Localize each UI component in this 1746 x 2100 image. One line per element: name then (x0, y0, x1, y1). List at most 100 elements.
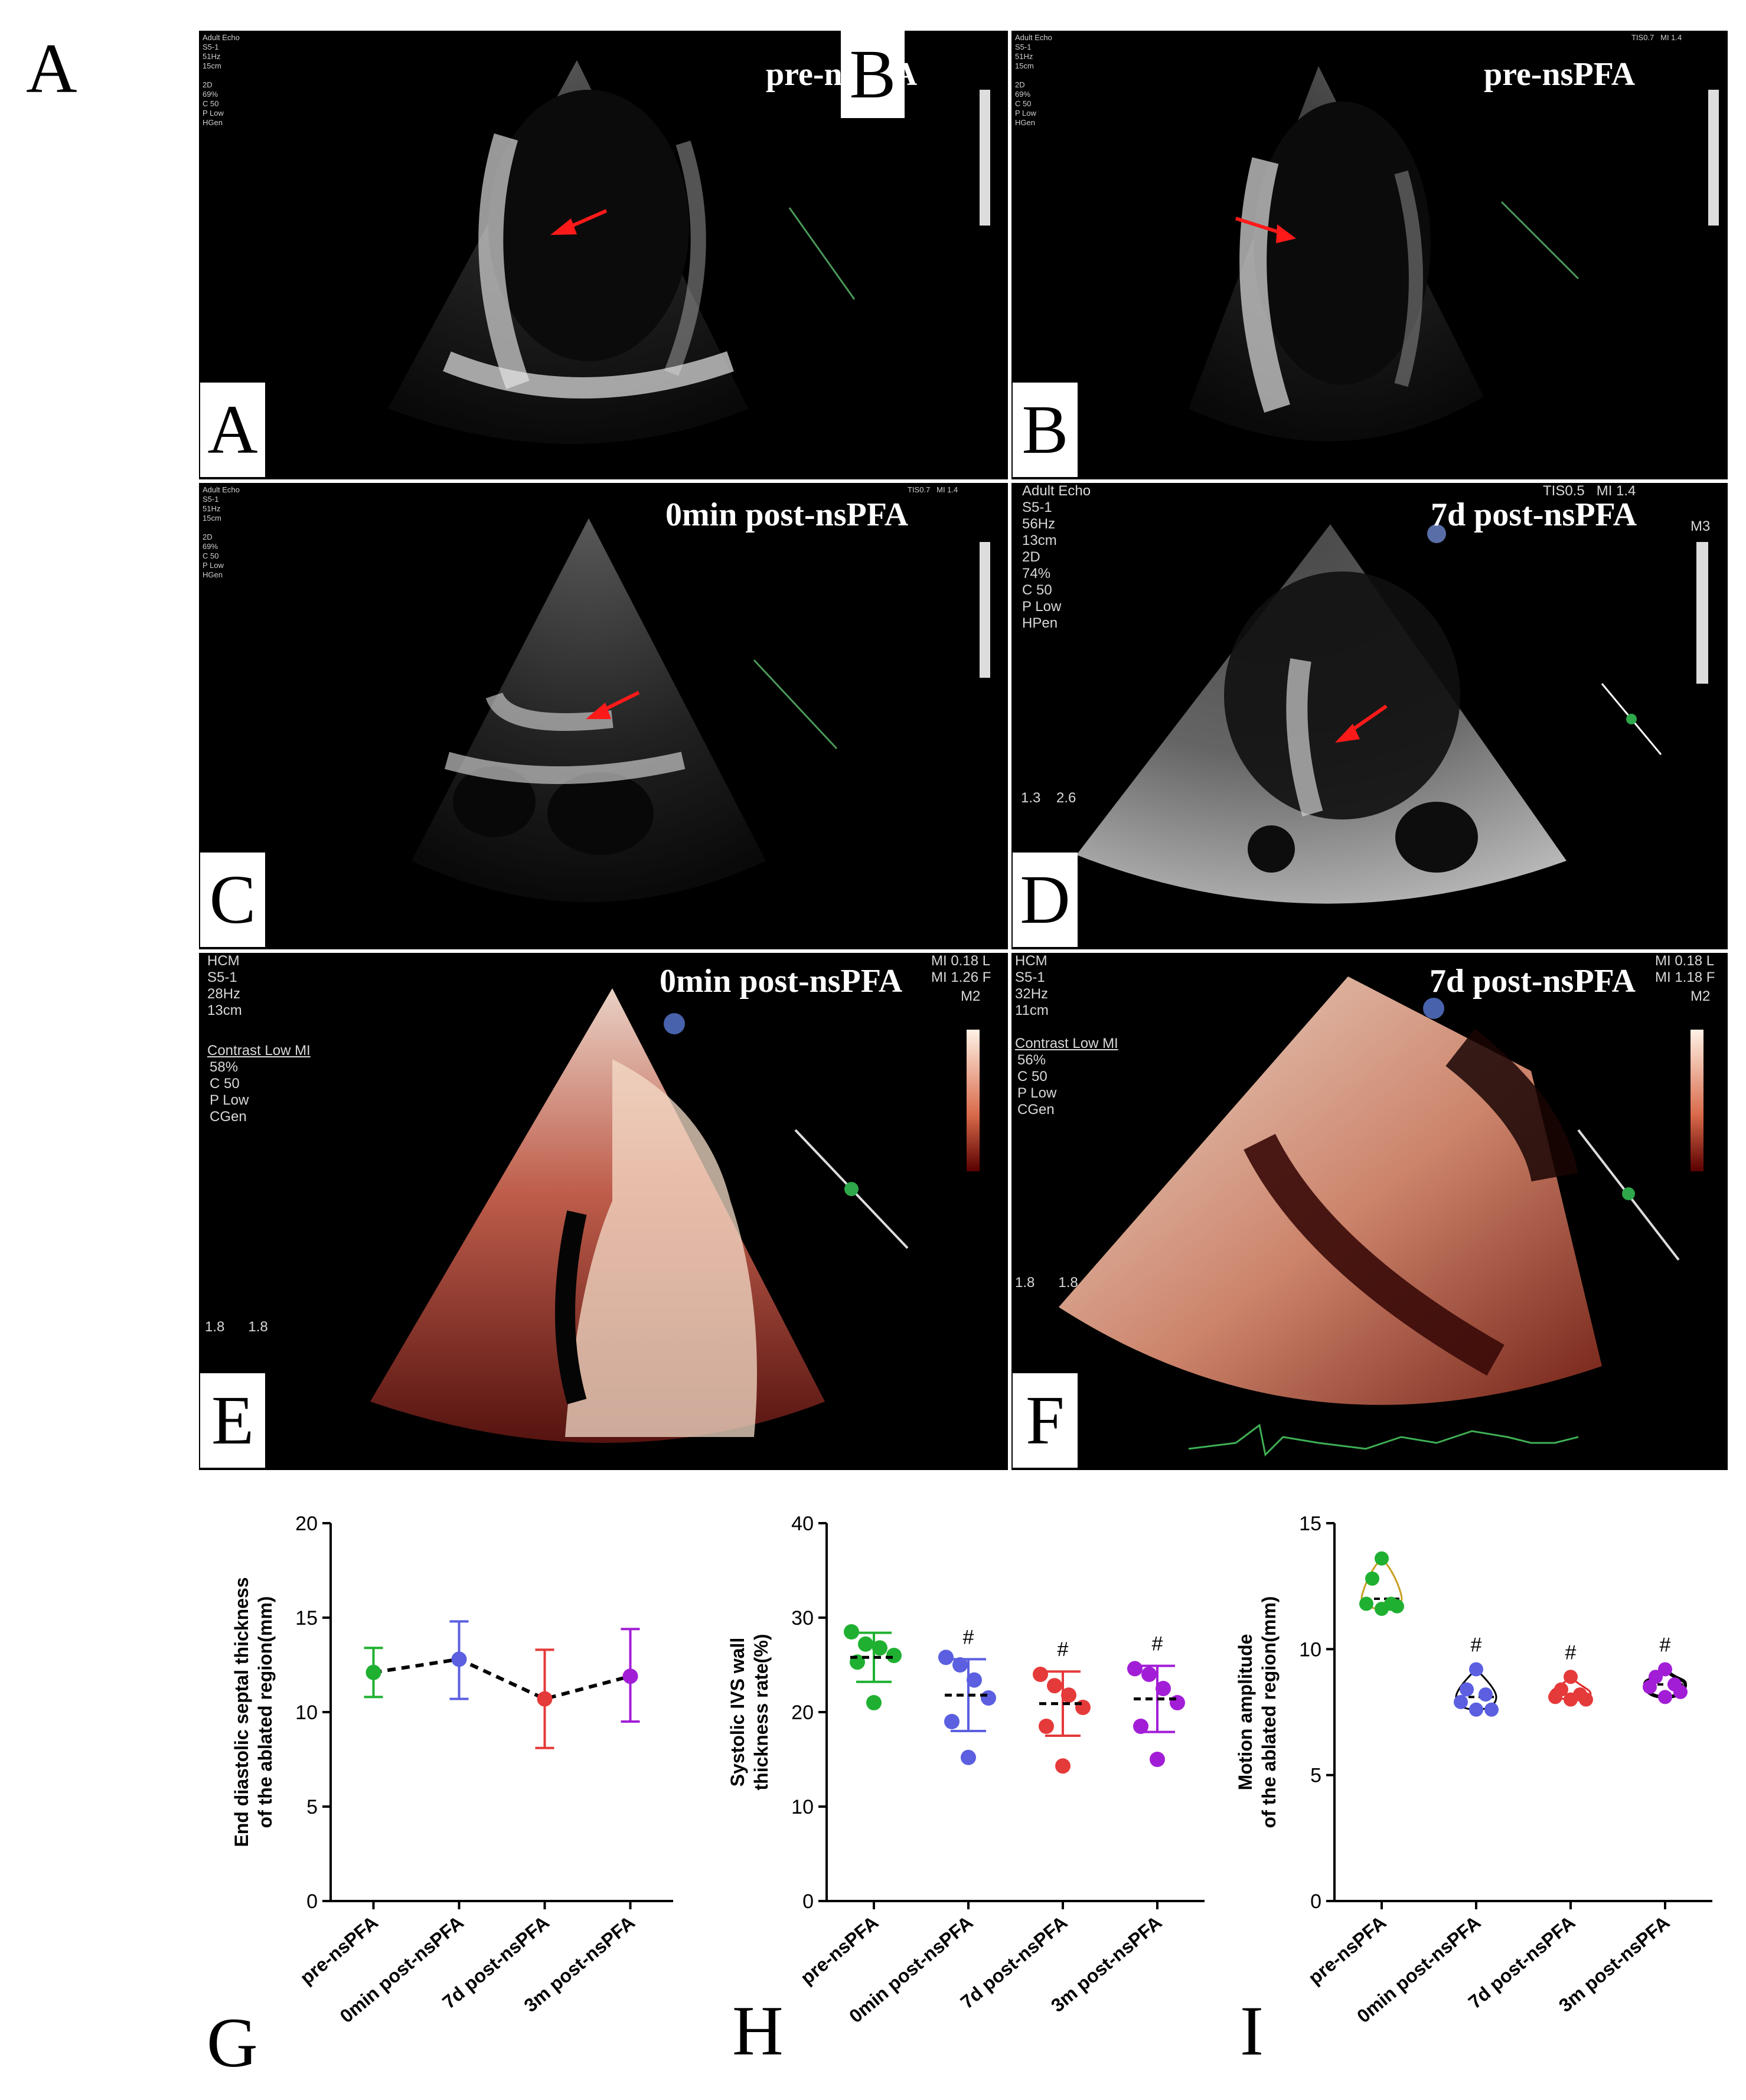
data-point (938, 1650, 954, 1665)
panel-title-c: 0min post-nsPFA (665, 497, 909, 533)
data-point (1375, 1602, 1389, 1616)
y-tick-label: 15 (295, 1607, 318, 1629)
y-tick-label: 10 (295, 1701, 318, 1724)
data-point (1156, 1681, 1171, 1696)
echo-meta-d: Adult Echo S5-1 56Hz 13cm 2D 74% C 50 P … (1022, 483, 1091, 631)
echo-mode-d: M3 (1690, 518, 1711, 534)
panel-label-b: B (1013, 383, 1078, 477)
mean-point (451, 1651, 467, 1667)
echo-panel-e: HCM S5-1 28Hz 13cm Contrast Low MI 58% C… (199, 953, 1008, 1470)
data-point (1673, 1684, 1688, 1699)
x-tick-label: pre-nsPFA (1304, 1912, 1391, 1988)
data-point (1033, 1667, 1048, 1682)
chart-label-g: G (207, 2003, 258, 2082)
echo-mi-d: TIS0.5 MI 1.4 (1543, 483, 1636, 499)
y-tick-label: 20 (295, 1513, 318, 1535)
echo-scale-d: 1.3 2.6 (1021, 790, 1076, 806)
echo-scale-f: 1.8 1.8 (1015, 1275, 1078, 1291)
data-point (1150, 1752, 1165, 1767)
x-tick-label: pre-nsPFA (797, 1912, 883, 1988)
figure-label: A (26, 29, 77, 107)
echo-image-a (388, 60, 990, 444)
panel-title-e: 0min post-nsPFA (660, 963, 903, 1000)
data-point (1479, 1687, 1493, 1702)
data-point (981, 1690, 996, 1706)
data-point (967, 1672, 982, 1688)
y-axis-label: End diastolic septal thickness of the abl… (231, 1577, 276, 1847)
data-point (1579, 1692, 1593, 1707)
data-point (1643, 1680, 1657, 1694)
data-point (952, 1657, 968, 1673)
panel-title-d: 7d post-nsPFA (1431, 497, 1637, 533)
data-point (1039, 1719, 1054, 1734)
echo-mode-e: M2 (961, 988, 981, 1004)
chart-label-i: I (1240, 1991, 1264, 2070)
echo-image-b (1189, 66, 1719, 442)
data-point (858, 1636, 873, 1652)
echo-mi-c: TIS0.7 MI 1.4 (908, 485, 958, 494)
data-point (1075, 1700, 1091, 1715)
panel-label-f: F (1013, 1373, 1078, 1468)
panel-title-overlay-label: B (841, 31, 905, 118)
y-tick-label: 0 (802, 1890, 814, 1913)
echo-meta-c: Adult Echo S5-1 51Hz 15cm 2D 69% C 50 P … (203, 485, 240, 579)
echo-meta-a: Adult Echo S5-1 51Hz 15cm 2D 69% C 50 P … (203, 33, 240, 127)
mean-connector-line (373, 1657, 631, 1701)
echo-mi-f: MI 0.18 L MI 1.18 F (1655, 953, 1715, 985)
data-point (1564, 1692, 1578, 1707)
data-point (1460, 1682, 1474, 1697)
data-point (1469, 1662, 1483, 1677)
data-point (1548, 1690, 1562, 1704)
echo-image-c (412, 518, 990, 902)
data-point (844, 1624, 859, 1639)
significance-mark: # (1152, 1633, 1163, 1655)
mean-point (537, 1691, 553, 1707)
x-tick-label: pre-nsPFA (296, 1912, 382, 1988)
contrast-label-e: Contrast Low MI (207, 1043, 311, 1059)
panel-title-b: pre-nsPFA (1484, 56, 1636, 93)
echo-meta2-e: 58% C 50 P Low CGen (210, 1059, 249, 1125)
panel-label-e: E (200, 1373, 265, 1468)
data-point (1133, 1719, 1148, 1734)
data-point (944, 1714, 960, 1729)
data-point (1454, 1694, 1468, 1709)
echo-panel-b: Adult Echo S5-1 51Hz 15cm 2D 69% C 50 P … (1011, 31, 1728, 479)
y-axis-label: Systolic IVS wall thickness rate(%) (727, 1634, 772, 1791)
echo-mi-b: TIS0.7 MI 1.4 (1631, 33, 1682, 42)
y-tick-label: 5 (1310, 1765, 1321, 1787)
echo-meta-f: HCM S5-1 32Hz 11cm (1015, 953, 1049, 1018)
data-point (961, 1749, 976, 1765)
echo-panel-d: Adult Echo S5-1 56Hz 13cm 2D 74% C 50 P … (1011, 483, 1728, 949)
significance-mark: # (963, 1626, 974, 1648)
echo-panel-f: HCM S5-1 32Hz 11cm Contrast Low MI 56% C… (1011, 953, 1728, 1470)
data-point (1365, 1571, 1379, 1586)
data-point (1055, 1758, 1071, 1774)
data-point (1141, 1667, 1157, 1682)
data-point (886, 1648, 902, 1663)
data-point (1658, 1662, 1672, 1677)
y-tick-label: 0 (306, 1890, 318, 1913)
echo-image-f (1059, 976, 1703, 1457)
significance-mark: # (1660, 1634, 1671, 1656)
y-axis-label: Motion amplitude of the ablated region(mm… (1235, 1596, 1280, 1828)
echo-meta-e: HCM S5-1 28Hz 13cm (207, 953, 242, 1018)
y-tick-label: 0 (1310, 1890, 1321, 1913)
significance-mark: # (1058, 1638, 1069, 1661)
data-point (1061, 1687, 1076, 1703)
mean-point (365, 1664, 381, 1680)
y-tick-label: 20 (791, 1701, 814, 1724)
echo-image-e (370, 988, 980, 1443)
echo-scale-e: 1.8 1.8 (205, 1319, 268, 1335)
y-tick-label: 10 (1299, 1638, 1321, 1661)
data-point (872, 1640, 887, 1656)
panel-title-f: 7d post-nsPFA (1430, 963, 1636, 1000)
data-point (1484, 1702, 1499, 1717)
contrast-label-f: Contrast Low MI (1015, 1036, 1118, 1051)
panel-label-a: A (200, 383, 265, 477)
data-point (1469, 1702, 1483, 1717)
data-point (1658, 1690, 1672, 1704)
significance-mark: # (1565, 1641, 1577, 1664)
